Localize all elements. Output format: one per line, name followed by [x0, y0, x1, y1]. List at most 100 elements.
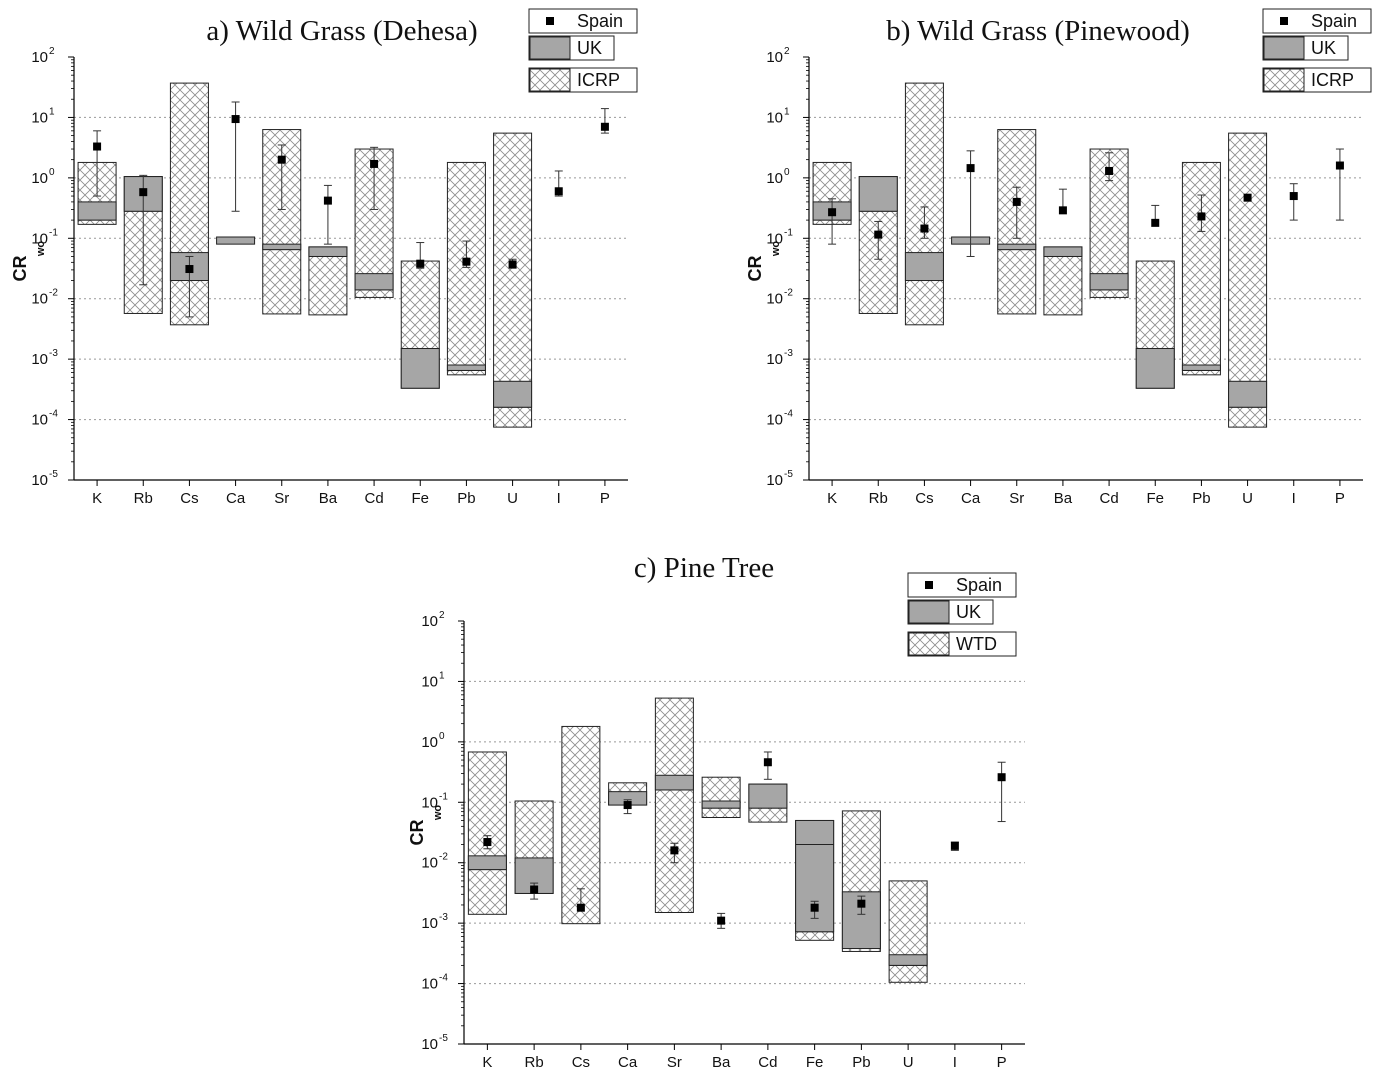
legend-label: Spain: [577, 11, 623, 31]
y-tick-label: 10: [31, 472, 48, 489]
legend-label: Spain: [1311, 11, 1357, 31]
hatched-box-U: [888, 880, 928, 983]
spain-point-Ca: [966, 164, 975, 173]
y-tick-exponent: 1: [439, 670, 445, 681]
spain-point-Rb: [874, 230, 883, 239]
chart-title: b) Wild Grass (Pinewood): [886, 15, 1190, 47]
uk-box-Fe: [400, 348, 440, 389]
y-tick-exponent: 1: [49, 106, 55, 117]
spain-point-I: [554, 187, 563, 196]
uk-box-Pb: [1181, 364, 1221, 371]
y-tick-label: 10: [766, 49, 783, 66]
legend: Spain UK ICRP: [1262, 8, 1372, 93]
spain-point-P: [1335, 161, 1344, 170]
x-tick-label-Sr: Sr: [274, 490, 289, 507]
x-tick-label-Cs: Cs: [572, 1054, 590, 1071]
y-tick-exponent: 2: [784, 46, 790, 57]
uk-box-Cd: [1089, 273, 1129, 291]
x-tick-label-Ba: Ba: [319, 490, 338, 507]
hatched-box-Sr: [654, 697, 694, 914]
x-tick-label-Cd: Cd: [758, 1054, 777, 1071]
legend-label: UK: [577, 38, 602, 58]
chart-title: c) Pine Tree: [634, 552, 774, 584]
hatched-box-Cs: [904, 82, 944, 326]
x-tick-label-Cs: Cs: [180, 490, 198, 507]
hatched-box-Pb: [446, 161, 486, 376]
y-tick-exponent: -2: [49, 288, 58, 299]
legend-label: ICRP: [1311, 70, 1354, 90]
spain-point-P: [997, 773, 1006, 782]
y-tick-label: 10: [766, 472, 783, 489]
spain-point-Ba: [1058, 206, 1067, 215]
x-tick-label-Sr: Sr: [1009, 490, 1024, 507]
y-tick-label: 10: [31, 291, 48, 308]
uk-box-Cd: [354, 273, 394, 291]
uk-box-K: [77, 201, 117, 221]
legend-marker-spain: [1280, 17, 1288, 25]
legend-swatch-uk: [908, 600, 950, 624]
y-tick-label: 10: [31, 109, 48, 126]
x-tick-label-U: U: [903, 1054, 914, 1071]
x-tick-label-Sr: Sr: [667, 1054, 682, 1071]
y-tick-label: 10: [31, 49, 48, 66]
x-tick-label-P: P: [997, 1054, 1007, 1071]
spain-point-Sr: [670, 846, 679, 855]
uk-box-Ba: [701, 800, 741, 809]
x-tick-label-K: K: [92, 490, 102, 507]
y-tick-label: 10: [766, 291, 783, 308]
y-tick-exponent: -1: [49, 227, 58, 238]
spain-point-Fe: [810, 903, 819, 912]
x-tick-label-Pb: Pb: [1192, 490, 1210, 507]
x-tick-label-K: K: [482, 1054, 492, 1071]
legend: Spain UK ICRP: [528, 8, 638, 93]
legend-label: ICRP: [577, 70, 620, 90]
spain-point-K: [483, 838, 492, 847]
uk-box-Pb: [446, 364, 486, 371]
uk-box-Sr: [262, 243, 302, 251]
x-tick-label-Ca: Ca: [961, 490, 981, 507]
x-tick-label-I: I: [557, 490, 561, 507]
legend-label: UK: [956, 602, 981, 622]
hatched-box-Ba: [701, 776, 741, 819]
y-tick-exponent: -2: [784, 288, 793, 299]
spain-point-P: [600, 122, 609, 131]
spain-point-Rb: [530, 885, 539, 894]
legend-label: UK: [1311, 38, 1336, 58]
y-tick-exponent: -5: [439, 1033, 448, 1044]
chart-panel-1: a) Wild Grass (Dehesa)10-510-410-310-210…: [10, 8, 638, 507]
y-tick-label: 10: [31, 230, 48, 247]
x-tick-label-U: U: [507, 490, 518, 507]
y-tick-label: 10: [421, 915, 438, 932]
hatched-box-K: [467, 751, 507, 915]
hatched-box-Ba: [308, 246, 348, 316]
x-tick-label-Fe: Fe: [1146, 490, 1164, 507]
y-tick-label: 10: [31, 351, 48, 368]
hatched-box-U: [493, 132, 533, 428]
x-tick-label-Pb: Pb: [852, 1054, 870, 1071]
y-tick-label: 10: [766, 230, 783, 247]
uk-box-Sr: [654, 774, 694, 791]
legend-swatch-hatch: [908, 632, 950, 656]
x-tick-label-Rb: Rb: [134, 490, 153, 507]
y-tick-label: 10: [421, 673, 438, 690]
uk-box-Ba: [308, 246, 348, 257]
y-axis-label: CR: [407, 820, 427, 846]
x-tick-label-Ca: Ca: [226, 490, 246, 507]
y-tick-exponent: -4: [439, 973, 448, 984]
chart-panel-2: b) Wild Grass (Pinewood)10-510-410-310-2…: [745, 8, 1372, 507]
spain-point-I: [950, 841, 959, 850]
y-tick-label: 10: [31, 412, 48, 429]
x-tick-label-Cs: Cs: [915, 490, 933, 507]
uk-box-Fe: [1135, 348, 1175, 389]
spain-point-I: [1289, 192, 1298, 201]
spain-point-Cs: [920, 224, 929, 233]
x-tick-label-Cd: Cd: [364, 490, 383, 507]
uk-box-Cd: [748, 783, 788, 809]
y-tick-label: 10: [766, 351, 783, 368]
y-axis-label: CR: [10, 256, 30, 282]
spain-point-Ca: [231, 115, 240, 124]
y-tick-label: 10: [421, 734, 438, 751]
uk-box-U: [1228, 380, 1268, 408]
